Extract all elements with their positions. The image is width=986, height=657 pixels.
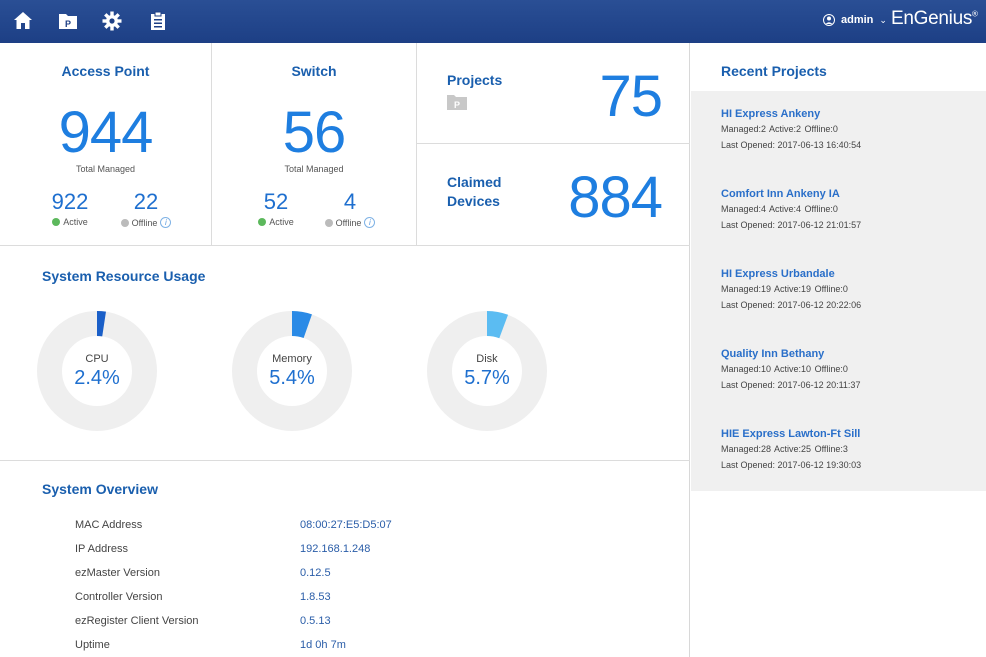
gear-icon[interactable]	[101, 10, 123, 32]
overview-row-ezregister: ezRegister Client Version 0.5.13	[75, 615, 331, 627]
section-title: System Overview	[42, 481, 158, 497]
overview-row-controller: Controller Version 1.8.53	[75, 591, 331, 603]
recent-project-item[interactable]: HIE Express Lawton-Ft Sill Managed:28 Ac…	[691, 411, 986, 491]
recent-project-item[interactable]: HI Express Urbandale Managed:19 Active:1…	[691, 251, 986, 331]
project-last-opened: Last Opened: 2017-06-12 20:22:06	[721, 300, 862, 310]
clipboard-icon[interactable]	[147, 10, 169, 32]
cpu-usage-arc	[37, 311, 157, 431]
project-name-link[interactable]: HI Express Ankeny	[721, 108, 821, 120]
active-dot	[52, 218, 61, 226]
recent-project-item[interactable]: Quality Inn Bethany Managed:10 Active:10…	[691, 331, 986, 411]
project-last-opened: Last Opened: 2017-06-12 21:01:57	[721, 220, 862, 230]
engenius-logo: EnGenius®	[891, 8, 978, 29]
svg-text:P: P	[454, 100, 460, 110]
active-dot	[258, 218, 267, 226]
offline-count: 22	[133, 189, 159, 214]
offline-stat: 22 Offline i	[112, 189, 180, 228]
projects-label: Projects	[447, 72, 503, 88]
access-point-total: 944	[58, 100, 154, 165]
svg-text:P: P	[65, 19, 71, 29]
recent-projects-title: Recent Projects	[721, 63, 827, 79]
recent-project-item[interactable]: Comfort Inn Ankeny IA Managed:4 Active:4…	[691, 171, 986, 251]
chevron-down-icon: ⌄	[879, 14, 887, 25]
disk-gauge: Disk 5.7%	[427, 311, 547, 431]
switch-card: Switch 56 Total Managed 52 Active 4 Offl…	[212, 43, 417, 246]
user-menu[interactable]: admin ⌄	[823, 14, 887, 26]
access-point-card: Access Point 944 Total Managed 922 Activ…	[0, 43, 212, 246]
project-last-opened: Last Opened: 2017-06-13 16:40:54	[721, 140, 862, 150]
gauge-value: 2.4%	[74, 367, 120, 389]
project-stats: Managed:2 Active:2 Offline:0	[721, 124, 838, 134]
active-count: 52	[263, 189, 289, 214]
project-icon: P	[447, 94, 467, 115]
gauge-label: Disk	[476, 353, 498, 365]
project-stats: Managed:4 Active:4 Offline:0	[721, 204, 838, 214]
claimed-devices-count: 884	[568, 165, 663, 230]
resource-usage-section: System Resource Usage CPU 2.4% Memory 5.…	[0, 246, 690, 461]
info-icon[interactable]: i	[364, 217, 376, 228]
overview-row-mac: MAC Address 08:00:27:E5:D5:07	[75, 519, 392, 531]
offline-count: 4	[343, 189, 357, 214]
active-count: 922	[51, 189, 89, 214]
gauge-label: Memory	[272, 353, 312, 365]
offline-dot	[120, 218, 129, 227]
project-name-link[interactable]: HIE Express Lawton-Ft Sill	[721, 428, 861, 440]
system-overview-section: System Overview MAC Address 08:00:27:E5:D…	[0, 461, 690, 657]
memory-gauge: Memory 5.4%	[232, 311, 352, 431]
project-icon[interactable]: P	[57, 10, 79, 32]
top-bar: P admin ⌄ EnGenius®	[0, 0, 986, 43]
project-stats: Managed:10 Active:10 Offline:0	[721, 364, 848, 374]
overview-row-ezmaster: ezMaster Version 0.12.5	[75, 567, 331, 579]
project-last-opened: Last Opened: 2017-06-12 19:30:03	[721, 460, 862, 470]
dashboard-main: Access Point 944 Total Managed 922 Activ…	[0, 43, 690, 657]
info-icon[interactable]: i	[160, 217, 172, 228]
recent-projects-panel: Recent Projects HI Express Ankeny Manage…	[691, 43, 986, 657]
section-title: System Resource Usage	[42, 268, 206, 284]
recent-project-item[interactable]: HI Express Ankeny Managed:2 Active:2 Off…	[691, 91, 986, 171]
switch-total: 56	[282, 100, 347, 165]
total-managed-label: Total Managed	[284, 164, 344, 174]
claimed-devices-card[interactable]: Claimed Devices 884	[417, 144, 690, 246]
username: admin	[841, 14, 874, 26]
projects-count: 75	[599, 64, 663, 129]
projects-card[interactable]: Projects P 75	[417, 43, 690, 144]
overview-row-uptime: Uptime 1d 0h 7m	[75, 639, 346, 651]
gauge-label: CPU	[85, 353, 109, 365]
memory-usage-arc	[232, 311, 352, 431]
user-icon	[823, 14, 835, 26]
gauge-value: 5.4%	[269, 367, 315, 389]
offline-stat: 4 Offline i	[316, 189, 384, 228]
overview-row-ip: IP Address 192.168.1.248	[75, 543, 371, 555]
project-stats: Managed:19 Active:19 Offline:0	[721, 284, 848, 294]
disk-usage-arc	[427, 311, 547, 431]
project-name-link[interactable]: HI Express Urbandale	[721, 268, 835, 280]
card-title: Switch	[291, 63, 337, 79]
offline-dot	[324, 218, 333, 227]
project-name-link[interactable]: Comfort Inn Ankeny IA	[721, 188, 840, 200]
total-managed-label: Total Managed	[75, 164, 136, 174]
project-name-link[interactable]: Quality Inn Bethany	[721, 348, 825, 360]
project-last-opened: Last Opened: 2017-06-12 20:11:37	[721, 380, 861, 390]
home-icon[interactable]	[12, 10, 34, 32]
active-stat: 922 Active	[40, 189, 100, 227]
project-stats: Managed:28 Active:25 Offline:3	[721, 444, 848, 454]
cpu-gauge: CPU 2.4%	[37, 311, 157, 431]
card-title: Access Point	[61, 63, 150, 79]
active-stat: 52 Active	[248, 189, 304, 227]
claimed-devices-label: Claimed Devices	[447, 174, 502, 209]
gauge-value: 5.7%	[464, 367, 510, 389]
